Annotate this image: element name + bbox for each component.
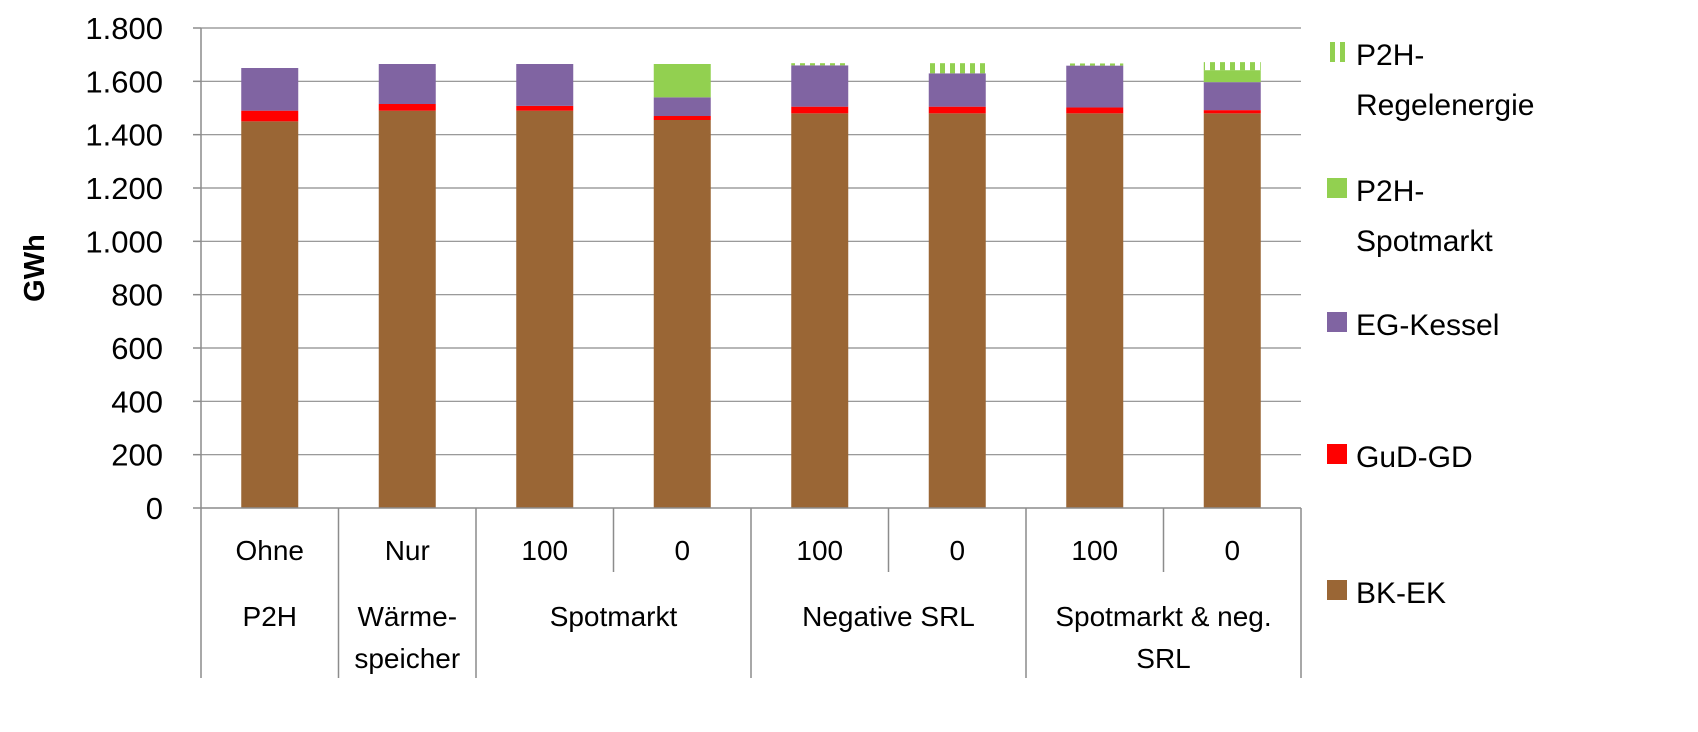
group-label: speicher: [354, 643, 460, 674]
bar-segment-eg-kessel: [378, 64, 436, 104]
y-tick-label: 0: [146, 491, 163, 526]
bar-segment-bk-ek: [378, 110, 436, 509]
bars: [241, 62, 1261, 509]
bar-segment-gud-gd: [1203, 110, 1261, 114]
bar-segment-bk-ek: [516, 110, 574, 509]
axis-labels: 0 200 400 600 800 1.000 1.200 1.400 1.600 1.800 Oh…: [19, 11, 1272, 674]
category-label: 100: [521, 535, 568, 566]
bar-segment-p2h-spotmarkt: [1203, 70, 1261, 83]
bar-segment-bk-ek: [791, 113, 849, 508]
bar-segment-gud-gd: [241, 110, 299, 122]
bar-segment-bk-ek: [1066, 113, 1124, 508]
legend-label: BK-EK: [1356, 577, 1446, 610]
y-tick-label: 1.400: [85, 118, 163, 153]
bar-segment-bk-ek: [928, 113, 986, 508]
group-label: SRL: [1136, 643, 1190, 674]
y-tick-label: 800: [111, 278, 163, 313]
legend-label: GuD-GD: [1356, 441, 1473, 474]
group-label: Negative SRL: [802, 601, 975, 632]
category-label: 100: [796, 535, 843, 566]
y-tick-label: 600: [111, 331, 163, 366]
legend-label: EG-Kessel: [1356, 309, 1499, 342]
category-label: 100: [1071, 535, 1118, 566]
legend-swatch: [1327, 312, 1347, 332]
group-label: Wärme-: [357, 601, 457, 632]
bar-segment-eg-kessel: [241, 68, 299, 111]
legend-swatch: [1327, 42, 1347, 62]
y-tick-label: 1.800: [85, 11, 163, 46]
y-tick-label: 400: [111, 384, 163, 419]
bar-segment-gud-gd: [791, 106, 849, 114]
bar-segment-p2h-regelenergie: [1066, 63, 1124, 66]
bar-segment-p2h-regelenergie: [791, 63, 849, 66]
legend-label: Regelenergie: [1356, 89, 1534, 122]
bar-segment-gud-gd: [516, 105, 574, 111]
bar-segment-p2h-spotmarkt: [653, 64, 711, 98]
category-label: Ohne: [236, 535, 305, 566]
bar-segment-eg-kessel: [791, 65, 849, 107]
legend-swatch: [1327, 444, 1347, 464]
category-label: 0: [1224, 535, 1240, 566]
category-label: 0: [674, 535, 690, 566]
group-label: P2H: [243, 601, 297, 632]
bar-segment-eg-kessel: [653, 97, 711, 116]
bar-segment-p2h-regelenergie: [928, 63, 986, 74]
bar-segment-gud-gd: [378, 104, 436, 111]
bar-segment-eg-kessel: [1203, 82, 1261, 111]
y-axis-title: GWh: [19, 234, 51, 302]
grid-lines: [201, 27, 1301, 456]
axes: [193, 27, 1302, 678]
y-tick-label: 1.200: [85, 171, 163, 206]
bar-segment-bk-ek: [1203, 113, 1261, 508]
bar-segment-gud-gd: [1066, 107, 1124, 114]
legend-swatch: [1327, 178, 1347, 198]
bar-segment-eg-kessel: [516, 64, 574, 106]
category-label: 0: [949, 535, 965, 566]
y-tick-label: 200: [111, 438, 163, 473]
group-label: Spotmarkt & neg.: [1055, 601, 1271, 632]
legend-label: P2H-: [1356, 175, 1424, 208]
legend-swatch: [1327, 580, 1347, 600]
legend-label: Spotmarkt: [1356, 225, 1493, 258]
legend: P2H- Regelenergie P2H- Spotmarkt EG-Kessel Gu…: [1327, 39, 1534, 610]
group-label: Spotmarkt: [550, 601, 678, 632]
bar-segment-bk-ek: [653, 120, 711, 508]
category-label: Nur: [385, 535, 430, 566]
bar-segment-gud-gd: [928, 106, 986, 114]
y-tick-label: 1.000: [85, 224, 163, 259]
y-tick-label: 1.600: [85, 64, 163, 99]
bar-segment-eg-kessel: [928, 73, 986, 107]
bar-segment-gud-gd: [653, 116, 711, 120]
bar-segment-bk-ek: [241, 121, 299, 508]
bar-segment-p2h-regelenergie: [1203, 62, 1261, 71]
bar-segment-eg-kessel: [1066, 65, 1124, 108]
legend-label: P2H-: [1356, 39, 1424, 72]
